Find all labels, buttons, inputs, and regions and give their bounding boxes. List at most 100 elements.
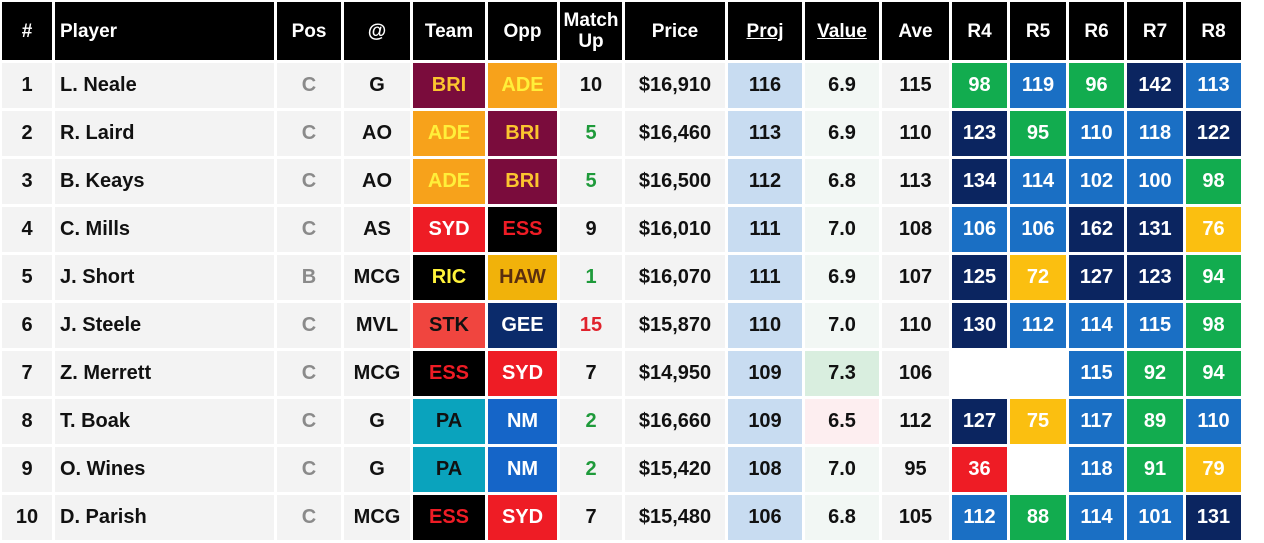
table-row[interactable]: 8 T. Boak C G PA NM 2 $16,660 109 6.5 112 127 75 117 8… <box>2 399 1241 444</box>
round-score-r7: 142 <box>1127 63 1183 108</box>
price-cell: $16,660 <box>625 399 725 444</box>
table-row[interactable]: 2 R. Laird C AO ADE BRI 5 $16,460 113 6.9 110 123 95… <box>2 111 1241 156</box>
value-cell: 7.0 <box>805 447 879 492</box>
round-score-r4: 123 <box>952 111 1007 156</box>
col-header-team[interactable]: Team <box>413 2 485 60</box>
venue-cell: G <box>344 447 410 492</box>
average-cell: 110 <box>882 303 949 348</box>
opponent-badge: BRI <box>488 159 557 204</box>
col-header-opp[interactable]: Opp <box>488 2 557 60</box>
rank-cell: 5 <box>2 255 52 300</box>
round-score-r4: 36 <box>952 447 1007 492</box>
player-name[interactable]: D. Parish <box>55 495 274 540</box>
table-row[interactable]: 9 O. Wines C G PA NM 2 $15,420 108 7.0 95 36 118 91 79 <box>2 447 1241 492</box>
value-cell: 6.5 <box>805 399 879 444</box>
col-header-value[interactable]: Value <box>805 2 879 60</box>
opponent-badge: SYD <box>488 351 557 396</box>
position-cell: C <box>277 111 341 156</box>
col-header-r8[interactable]: R8 <box>1186 2 1241 60</box>
matchup-rank: 2 <box>560 447 622 492</box>
col-header-r7[interactable]: R7 <box>1127 2 1183 60</box>
col-header-r5[interactable]: R5 <box>1010 2 1066 60</box>
player-name[interactable]: L. Neale <box>55 63 274 108</box>
round-score-r6: 117 <box>1069 399 1124 444</box>
team-badge: ADE <box>413 159 485 204</box>
projection-cell: 106 <box>728 495 802 540</box>
rank-cell: 9 <box>2 447 52 492</box>
value-cell: 6.8 <box>805 159 879 204</box>
position-cell: C <box>277 207 341 252</box>
col-header-matchup[interactable]: Match Up <box>560 2 622 60</box>
position-cell: B <box>277 255 341 300</box>
player-name[interactable]: J. Short <box>55 255 274 300</box>
round-score-r7: 89 <box>1127 399 1183 444</box>
table-row[interactable]: 10 D. Parish C MCG ESS SYD 7 $15,480 106 6.8 105 11… <box>2 495 1241 540</box>
col-header-rank[interactable]: # <box>2 2 52 60</box>
projection-cell: 113 <box>728 111 802 156</box>
table-row[interactable]: 1 L. Neale C G BRI ADE 10 $16,910 116 6.9 115 98 119… <box>2 63 1241 108</box>
sort-link-value[interactable]: Value <box>817 20 867 42</box>
col-header-r4[interactable]: R4 <box>952 2 1007 60</box>
col-header-pos[interactable]: Pos <box>277 2 341 60</box>
projection-cell: 111 <box>728 207 802 252</box>
round-score-r8: 76 <box>1186 207 1241 252</box>
round-score-r8: 122 <box>1186 111 1241 156</box>
player-name[interactable]: C. Mills <box>55 207 274 252</box>
player-name[interactable]: R. Laird <box>55 111 274 156</box>
venue-cell: G <box>344 399 410 444</box>
player-name[interactable]: Z. Merrett <box>55 351 274 396</box>
venue-cell: G <box>344 63 410 108</box>
table-body: 1 L. Neale C G BRI ADE 10 $16,910 116 6.9 115 98 119… <box>2 63 1241 540</box>
matchup-rank: 1 <box>560 255 622 300</box>
round-score-r5: 72 <box>1010 255 1066 300</box>
price-cell: $14,950 <box>625 351 725 396</box>
round-score-r8: 110 <box>1186 399 1241 444</box>
player-name[interactable]: O. Wines <box>55 447 274 492</box>
price-cell: $16,910 <box>625 63 725 108</box>
round-score-r6: 114 <box>1069 303 1124 348</box>
team-badge: PA <box>413 399 485 444</box>
projection-cell: 109 <box>728 399 802 444</box>
round-score-r4: 112 <box>952 495 1007 540</box>
round-score-r5: 119 <box>1010 63 1066 108</box>
rank-cell: 2 <box>2 111 52 156</box>
round-score-r6: 114 <box>1069 495 1124 540</box>
value-cell: 6.9 <box>805 255 879 300</box>
price-cell: $16,500 <box>625 159 725 204</box>
average-cell: 95 <box>882 447 949 492</box>
col-header-venue[interactable]: @ <box>344 2 410 60</box>
opponent-badge: SYD <box>488 495 557 540</box>
round-score-r6: 115 <box>1069 351 1124 396</box>
sort-link-proj[interactable]: Proj <box>746 20 784 42</box>
player-name[interactable]: T. Boak <box>55 399 274 444</box>
col-header-price[interactable]: Price <box>625 2 725 60</box>
round-score-r4: 134 <box>952 159 1007 204</box>
col-header-player[interactable]: Player <box>55 2 274 60</box>
round-score-r7: 91 <box>1127 447 1183 492</box>
table-row[interactable]: 3 B. Keays C AO ADE BRI 5 $16,500 112 6.8 113 134 11… <box>2 159 1241 204</box>
table-row[interactable]: 6 J. Steele C MVL STK GEE 15 $15,870 110 7.0 110 13… <box>2 303 1241 348</box>
round-score-r6: 127 <box>1069 255 1124 300</box>
table-row[interactable]: 7 Z. Merrett C MCG ESS SYD 7 $14,950 109 7.3 106 11… <box>2 351 1241 396</box>
opponent-badge: ESS <box>488 207 557 252</box>
player-name[interactable]: J. Steele <box>55 303 274 348</box>
round-score-r8: 113 <box>1186 63 1241 108</box>
header-row: # Player Pos @ Team Opp Match Up Price Pr… <box>2 2 1241 60</box>
col-header-proj[interactable]: Proj <box>728 2 802 60</box>
col-header-ave[interactable]: Ave <box>882 2 949 60</box>
rank-cell: 10 <box>2 495 52 540</box>
position-cell: C <box>277 63 341 108</box>
round-score-r7: 92 <box>1127 351 1183 396</box>
round-score-r7: 101 <box>1127 495 1183 540</box>
rank-cell: 4 <box>2 207 52 252</box>
projection-cell: 110 <box>728 303 802 348</box>
table-row[interactable]: 5 J. Short B MCG RIC HAW 1 $16,070 111 6.9 107 125 7… <box>2 255 1241 300</box>
value-cell: 6.8 <box>805 495 879 540</box>
player-name[interactable]: B. Keays <box>55 159 274 204</box>
venue-cell: MCG <box>344 255 410 300</box>
team-badge: SYD <box>413 207 485 252</box>
round-score-r8: 94 <box>1186 255 1241 300</box>
table-row[interactable]: 4 C. Mills C AS SYD ESS 9 $16,010 111 7.0 108 106 10… <box>2 207 1241 252</box>
col-header-r6[interactable]: R6 <box>1069 2 1124 60</box>
